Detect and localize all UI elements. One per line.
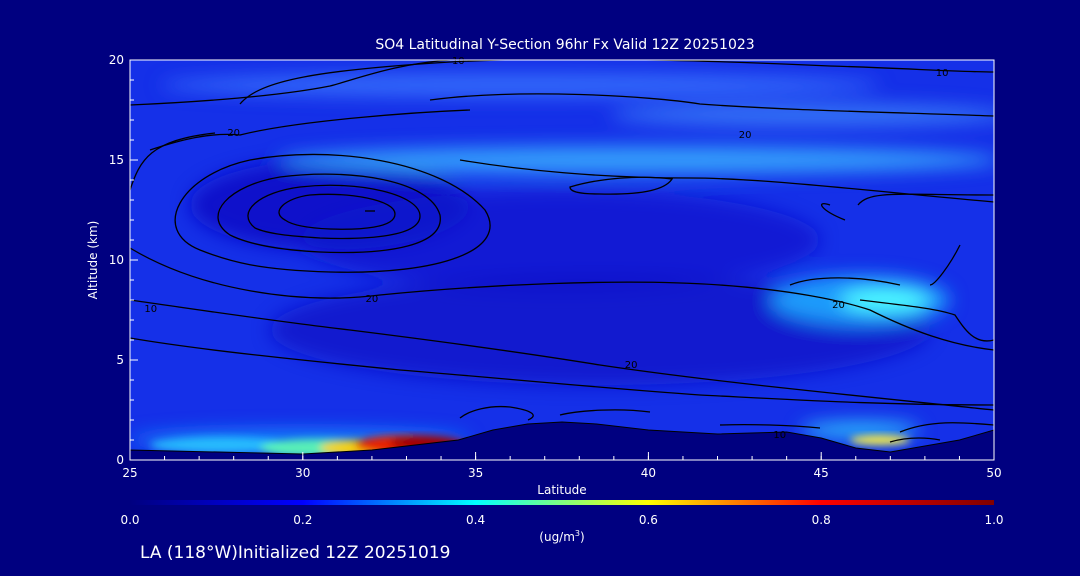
colorbar-tick-label: 1.0 (984, 513, 1003, 527)
y-axis-label: Altitude (km) (86, 221, 100, 300)
contour-label: 20 (227, 128, 240, 139)
contour-label: 20 (366, 294, 379, 305)
contour-label: 20 (625, 360, 638, 371)
y-tick-label: 20 (109, 53, 124, 67)
colorbar-tick-label: 0.2 (293, 513, 312, 527)
colorbar-tick-label: 0.6 (639, 513, 658, 527)
contour-label: 20 (832, 300, 845, 311)
contour-label: 10 (936, 68, 949, 79)
footer-location: LA (118°W) (140, 543, 238, 563)
colorbar-tick-label: 0.4 (466, 513, 485, 527)
terrain (130, 421, 994, 460)
contour-label: 10 (773, 430, 786, 441)
chart-title: SO4 Latitudinal Y-Section 96hr Fx Valid … (375, 37, 754, 53)
colorbar-tick-label: 0.0 (120, 513, 139, 527)
x-tick-label: 25 (122, 466, 137, 480)
colorbar-unit-superscript: 3 (575, 529, 580, 538)
colorbar-unit-label: (ug/m3) (539, 529, 584, 544)
colorbar (130, 500, 994, 505)
y-tick-label: 15 (109, 153, 124, 167)
x-axis-label: Latitude (537, 483, 586, 497)
concentration-field (130, 73, 994, 450)
footer-initialized: Initialized 12Z 20251019 (237, 543, 451, 563)
contour-label: 10 (144, 304, 157, 315)
x-tick-label: 50 (986, 466, 1001, 480)
colorbar-unit-base: (ug/m (539, 530, 575, 544)
x-tick-label: 40 (641, 466, 656, 480)
colorbar-ticks: 0.0 0.2 0.4 0.6 0.8 1.0 (120, 513, 1003, 527)
y-tick-label: 5 (116, 353, 124, 367)
contour-lines (130, 60, 994, 443)
plot-area (130, 60, 994, 460)
contour-label: 10 (452, 56, 465, 67)
x-tick-label: 45 (814, 466, 829, 480)
y-axis: 0 5 10 15 20 (109, 53, 138, 467)
x-axis: 25 30 35 40 45 50 (122, 452, 1002, 480)
contour-label: 20 (739, 130, 752, 141)
x-tick-label: 35 (468, 466, 483, 480)
y-tick-label: 0 (116, 453, 124, 467)
colorbar-unit-close: ) (580, 530, 585, 544)
footer-caption: LA (118°W)Initialized 12Z 20251019 (140, 543, 450, 563)
x-tick-label: 30 (295, 466, 310, 480)
colorbar-tick-label: 0.8 (812, 513, 831, 527)
contour-labels: 10 10 20 20 20 20 10 20 10 (144, 56, 948, 441)
y-tick-label: 10 (109, 253, 124, 267)
